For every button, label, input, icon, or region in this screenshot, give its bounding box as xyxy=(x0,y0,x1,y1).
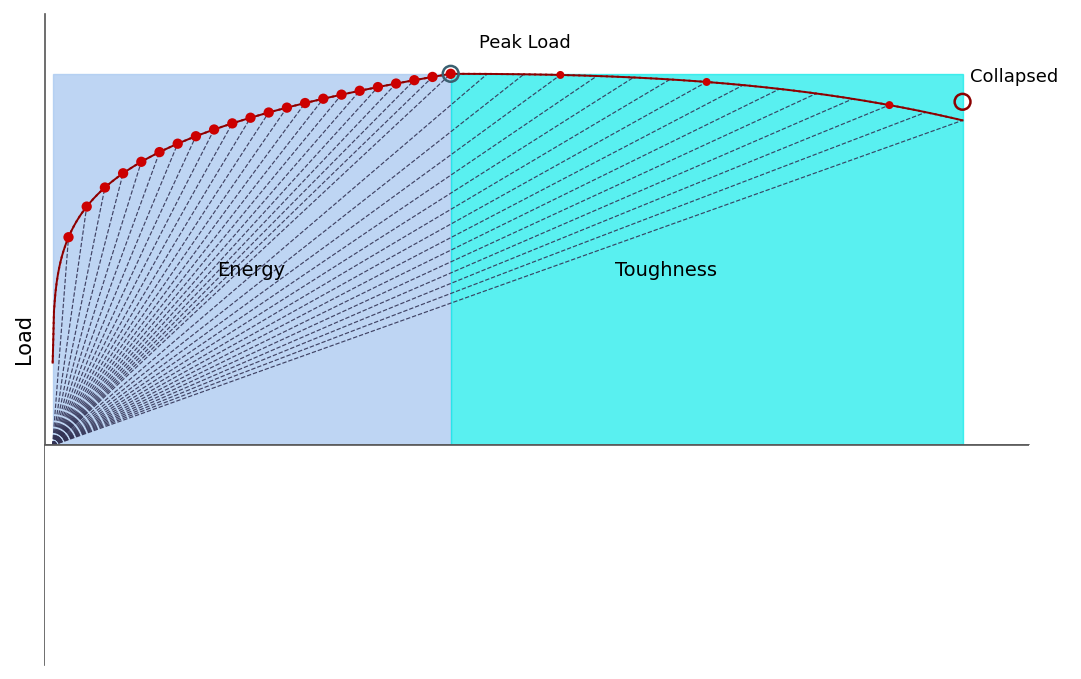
Point xyxy=(224,118,241,129)
Point xyxy=(151,147,169,158)
Y-axis label: Load: Load xyxy=(14,314,34,365)
Point xyxy=(78,201,95,212)
Point xyxy=(96,182,114,193)
Point xyxy=(59,232,77,242)
Point xyxy=(169,139,186,149)
Point xyxy=(370,81,387,92)
Point xyxy=(551,69,569,80)
Point xyxy=(296,98,313,109)
Point xyxy=(278,103,295,113)
Point xyxy=(881,100,898,111)
Point xyxy=(187,131,204,142)
Point xyxy=(442,69,459,79)
Text: Peak Load: Peak Load xyxy=(479,34,571,52)
Point xyxy=(405,75,423,86)
Point xyxy=(205,124,223,135)
Point xyxy=(351,86,369,96)
Bar xyxy=(53,74,451,445)
Point xyxy=(424,71,441,82)
Text: Collapsed: Collapsed xyxy=(970,68,1058,86)
Point xyxy=(442,69,459,79)
Text: Toughness: Toughness xyxy=(615,261,717,280)
Point xyxy=(387,78,404,89)
Point xyxy=(315,93,332,104)
Point xyxy=(333,89,350,100)
Point xyxy=(133,156,150,167)
Point xyxy=(953,96,971,107)
Point xyxy=(698,77,716,88)
Text: Energy: Energy xyxy=(217,261,285,280)
Point xyxy=(242,112,259,123)
X-axis label: Vertical Displacement: Vertical Displacement xyxy=(423,456,651,477)
Point xyxy=(261,107,278,118)
Bar xyxy=(451,74,962,445)
Point xyxy=(115,168,132,179)
